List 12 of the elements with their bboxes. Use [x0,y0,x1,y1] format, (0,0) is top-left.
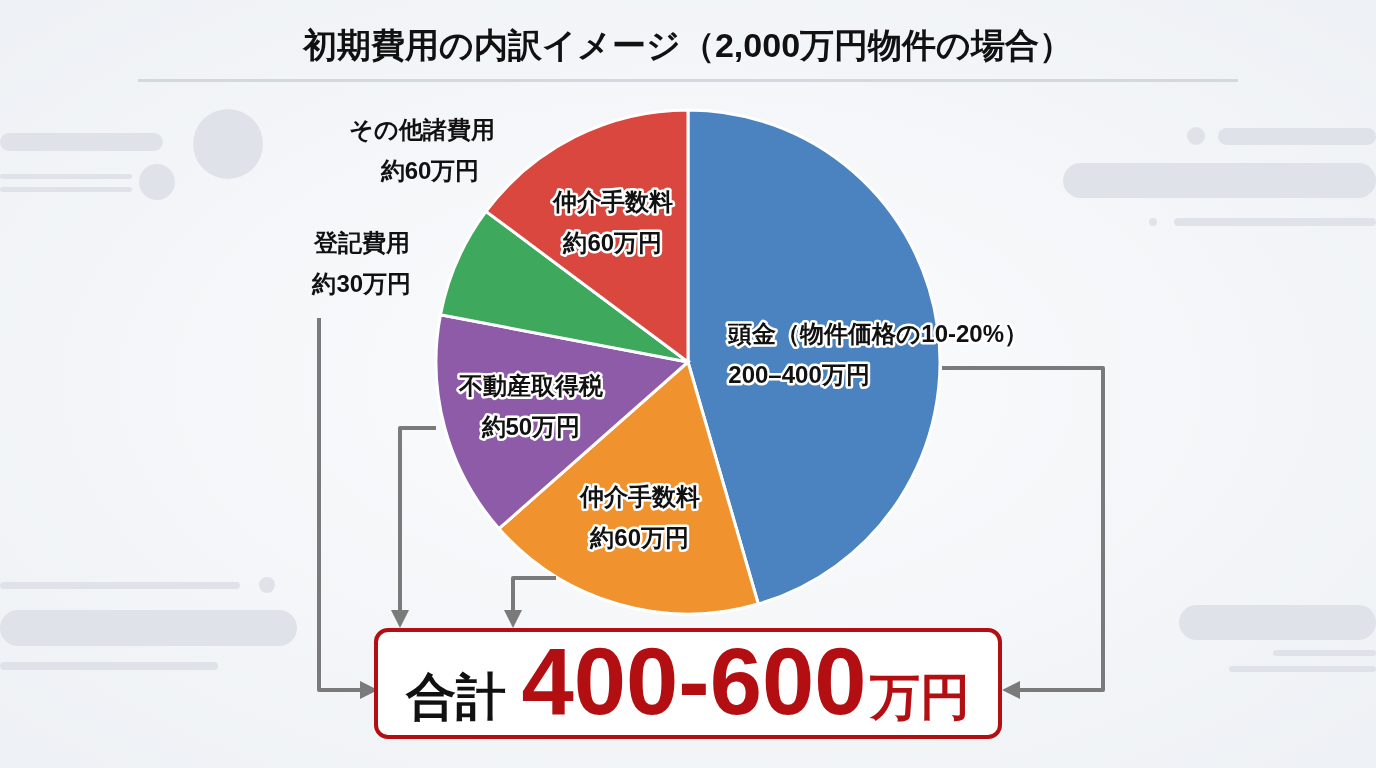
data-label: 200–400万円 [728,361,870,389]
slice-label: 仲介手数料 [578,482,700,510]
slice-label: 不動産取得税 [457,372,604,400]
data-label: 約30万円 [311,270,412,298]
data-label: 約60万円 [589,523,690,551]
text: その他諸費用 [349,116,495,143]
slice-label: 登記費用 [312,229,410,257]
chart-title: 初期費用の内訳イメージ（2,000万円物件の場合） [301,26,1074,64]
data-label: 約60万円 [562,229,663,257]
data-label: 約50万円 [480,413,581,441]
slice-label: 仲介手数料 [551,188,673,216]
text: 約60万円 [379,157,480,184]
